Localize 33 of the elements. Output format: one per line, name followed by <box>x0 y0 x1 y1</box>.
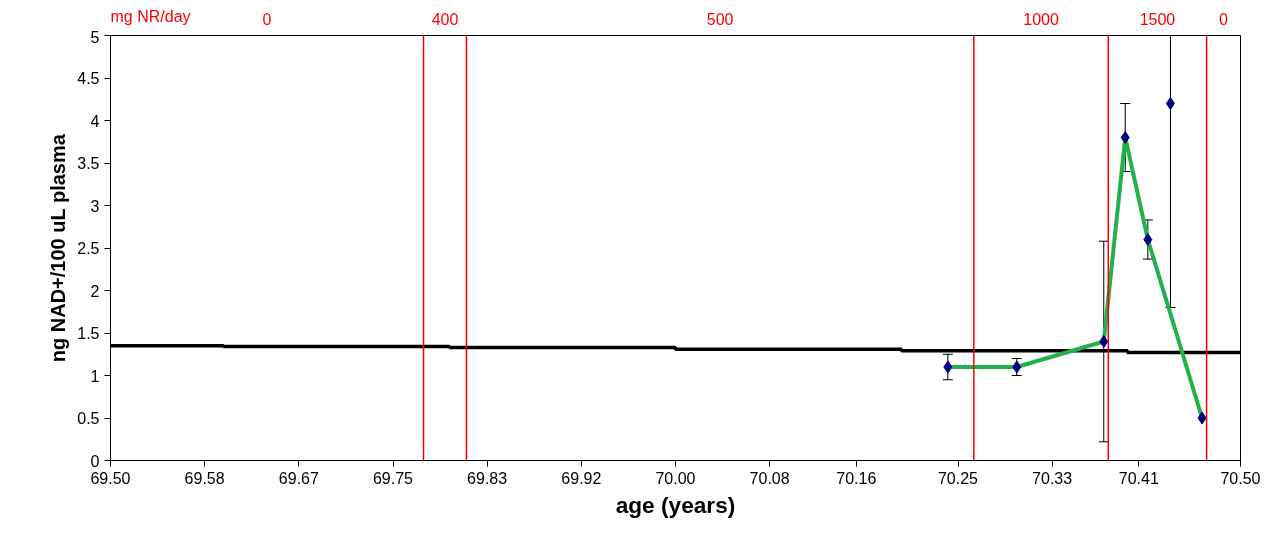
y-tick-label: 3 <box>90 197 100 215</box>
text: 0 <box>262 10 272 28</box>
text: 500 <box>706 10 734 28</box>
y-tick-label: 4 <box>90 112 100 130</box>
y-tick-label: 2.5 <box>77 240 100 257</box>
x-tick-label: 69.67 <box>278 469 319 487</box>
text: 400 <box>431 10 459 28</box>
y-tick-label: 3.5 <box>77 155 100 172</box>
text: 1500 <box>1139 10 1176 28</box>
y-tick-label: 5 <box>90 28 100 46</box>
y-tick-label: 0.5 <box>77 410 100 427</box>
x-tick-label: 69.50 <box>90 469 131 487</box>
text: 1000 <box>1023 10 1059 28</box>
text: 0 <box>1219 10 1229 28</box>
y-tick-label: 4.5 <box>77 70 100 87</box>
x-tick-label: 69.92 <box>561 469 602 487</box>
y-tick-label: 1.5 <box>77 325 100 342</box>
y-tick-label: 0 <box>90 452 100 470</box>
y-tick-label: 2 <box>90 282 100 300</box>
x-tick-label: 70.33 <box>1032 469 1073 487</box>
y-tick-label: 1 <box>90 367 100 385</box>
text: mg NR/day <box>110 7 191 25</box>
x-tick-label: 70.25 <box>937 469 979 487</box>
x-tick-label: 70.00 <box>655 469 696 487</box>
x-tick-label: 69.75 <box>372 469 414 487</box>
x-tick-label: 70.50 <box>1220 469 1261 487</box>
y-axis-title: ng NAD+/100 uL plasma <box>47 133 70 363</box>
x-tick-label: 70.16 <box>836 469 877 487</box>
x-tick-label: 69.83 <box>467 469 508 487</box>
x-tick-label: 69.58 <box>184 469 225 487</box>
x-tick-label: 70.41 <box>1118 469 1159 487</box>
x-tick-label: 70.08 <box>749 469 790 487</box>
x-axis-title: age (years) <box>615 491 736 518</box>
